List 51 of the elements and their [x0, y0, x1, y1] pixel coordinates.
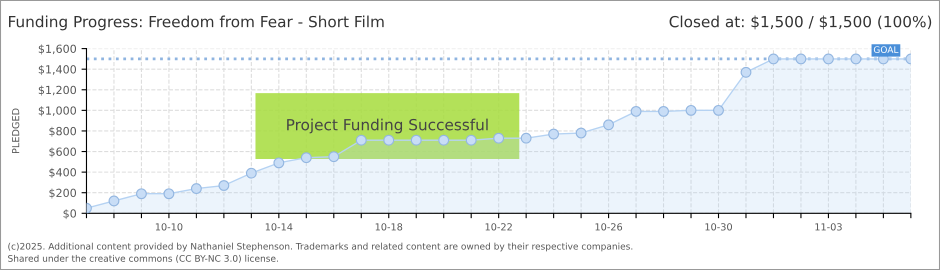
x-tick-label: 10-10	[156, 223, 182, 231]
point	[383, 134, 394, 146]
point	[136, 188, 147, 200]
x-tick-label: 10-30	[705, 223, 732, 231]
y-tick-label: $1,000	[38, 106, 76, 116]
y-axis-title: PLEDGED	[12, 108, 20, 154]
point	[630, 106, 642, 117]
point	[356, 134, 367, 146]
chart-subtitle: Closed at: $1,500 / $1,500 (100%)	[670, 16, 932, 30]
point	[328, 151, 340, 162]
point	[520, 132, 532, 144]
y-tick-label: $1,600	[38, 44, 76, 54]
point	[740, 66, 752, 78]
point	[438, 134, 450, 146]
y-tick-label: $1,200	[38, 86, 76, 96]
x-tick-label: 10-26	[596, 223, 622, 231]
point	[410, 134, 422, 146]
chart-title: Funding Progress: Freedom from Fear - Short Film	[9, 16, 384, 30]
x-tick-label: 11-03	[815, 223, 842, 231]
y-tick-label: $800	[49, 126, 76, 137]
point	[190, 183, 202, 194]
point	[548, 128, 560, 140]
point	[823, 53, 834, 64]
ref-line-label: GOAL	[874, 46, 898, 54]
point	[713, 104, 724, 116]
y-tick-label: $400	[49, 168, 76, 178]
point	[850, 53, 862, 64]
point	[658, 106, 669, 117]
x-tick-label: 10-14	[266, 223, 292, 231]
y-tick-label: $200	[49, 188, 76, 199]
point	[246, 168, 257, 179]
point	[108, 196, 120, 206]
point	[466, 134, 477, 146]
y-tick-label: $1,400	[38, 64, 76, 76]
point	[603, 119, 614, 130]
y-tick-label: $0	[64, 209, 76, 220]
point	[796, 53, 806, 64]
point	[686, 104, 696, 116]
point	[768, 53, 779, 64]
point	[300, 152, 312, 164]
point	[493, 132, 504, 144]
point	[576, 128, 587, 138]
text: Shared under the creative commons (CC BY-NC 3.0) license.	[8, 254, 278, 263]
text: (c)2025. Additional content provided by Nathaniel Stephenson. Trademarks and related content are owned by their respective companies.	[8, 242, 632, 252]
y-tick-label: $600	[49, 147, 76, 158]
x-tick-label: 10-18	[376, 223, 402, 231]
point	[273, 157, 284, 168]
point	[218, 180, 230, 191]
x-tick-label: 10-22	[486, 223, 512, 231]
point	[164, 188, 174, 200]
annotation: Project Funding Successful	[287, 118, 488, 134]
